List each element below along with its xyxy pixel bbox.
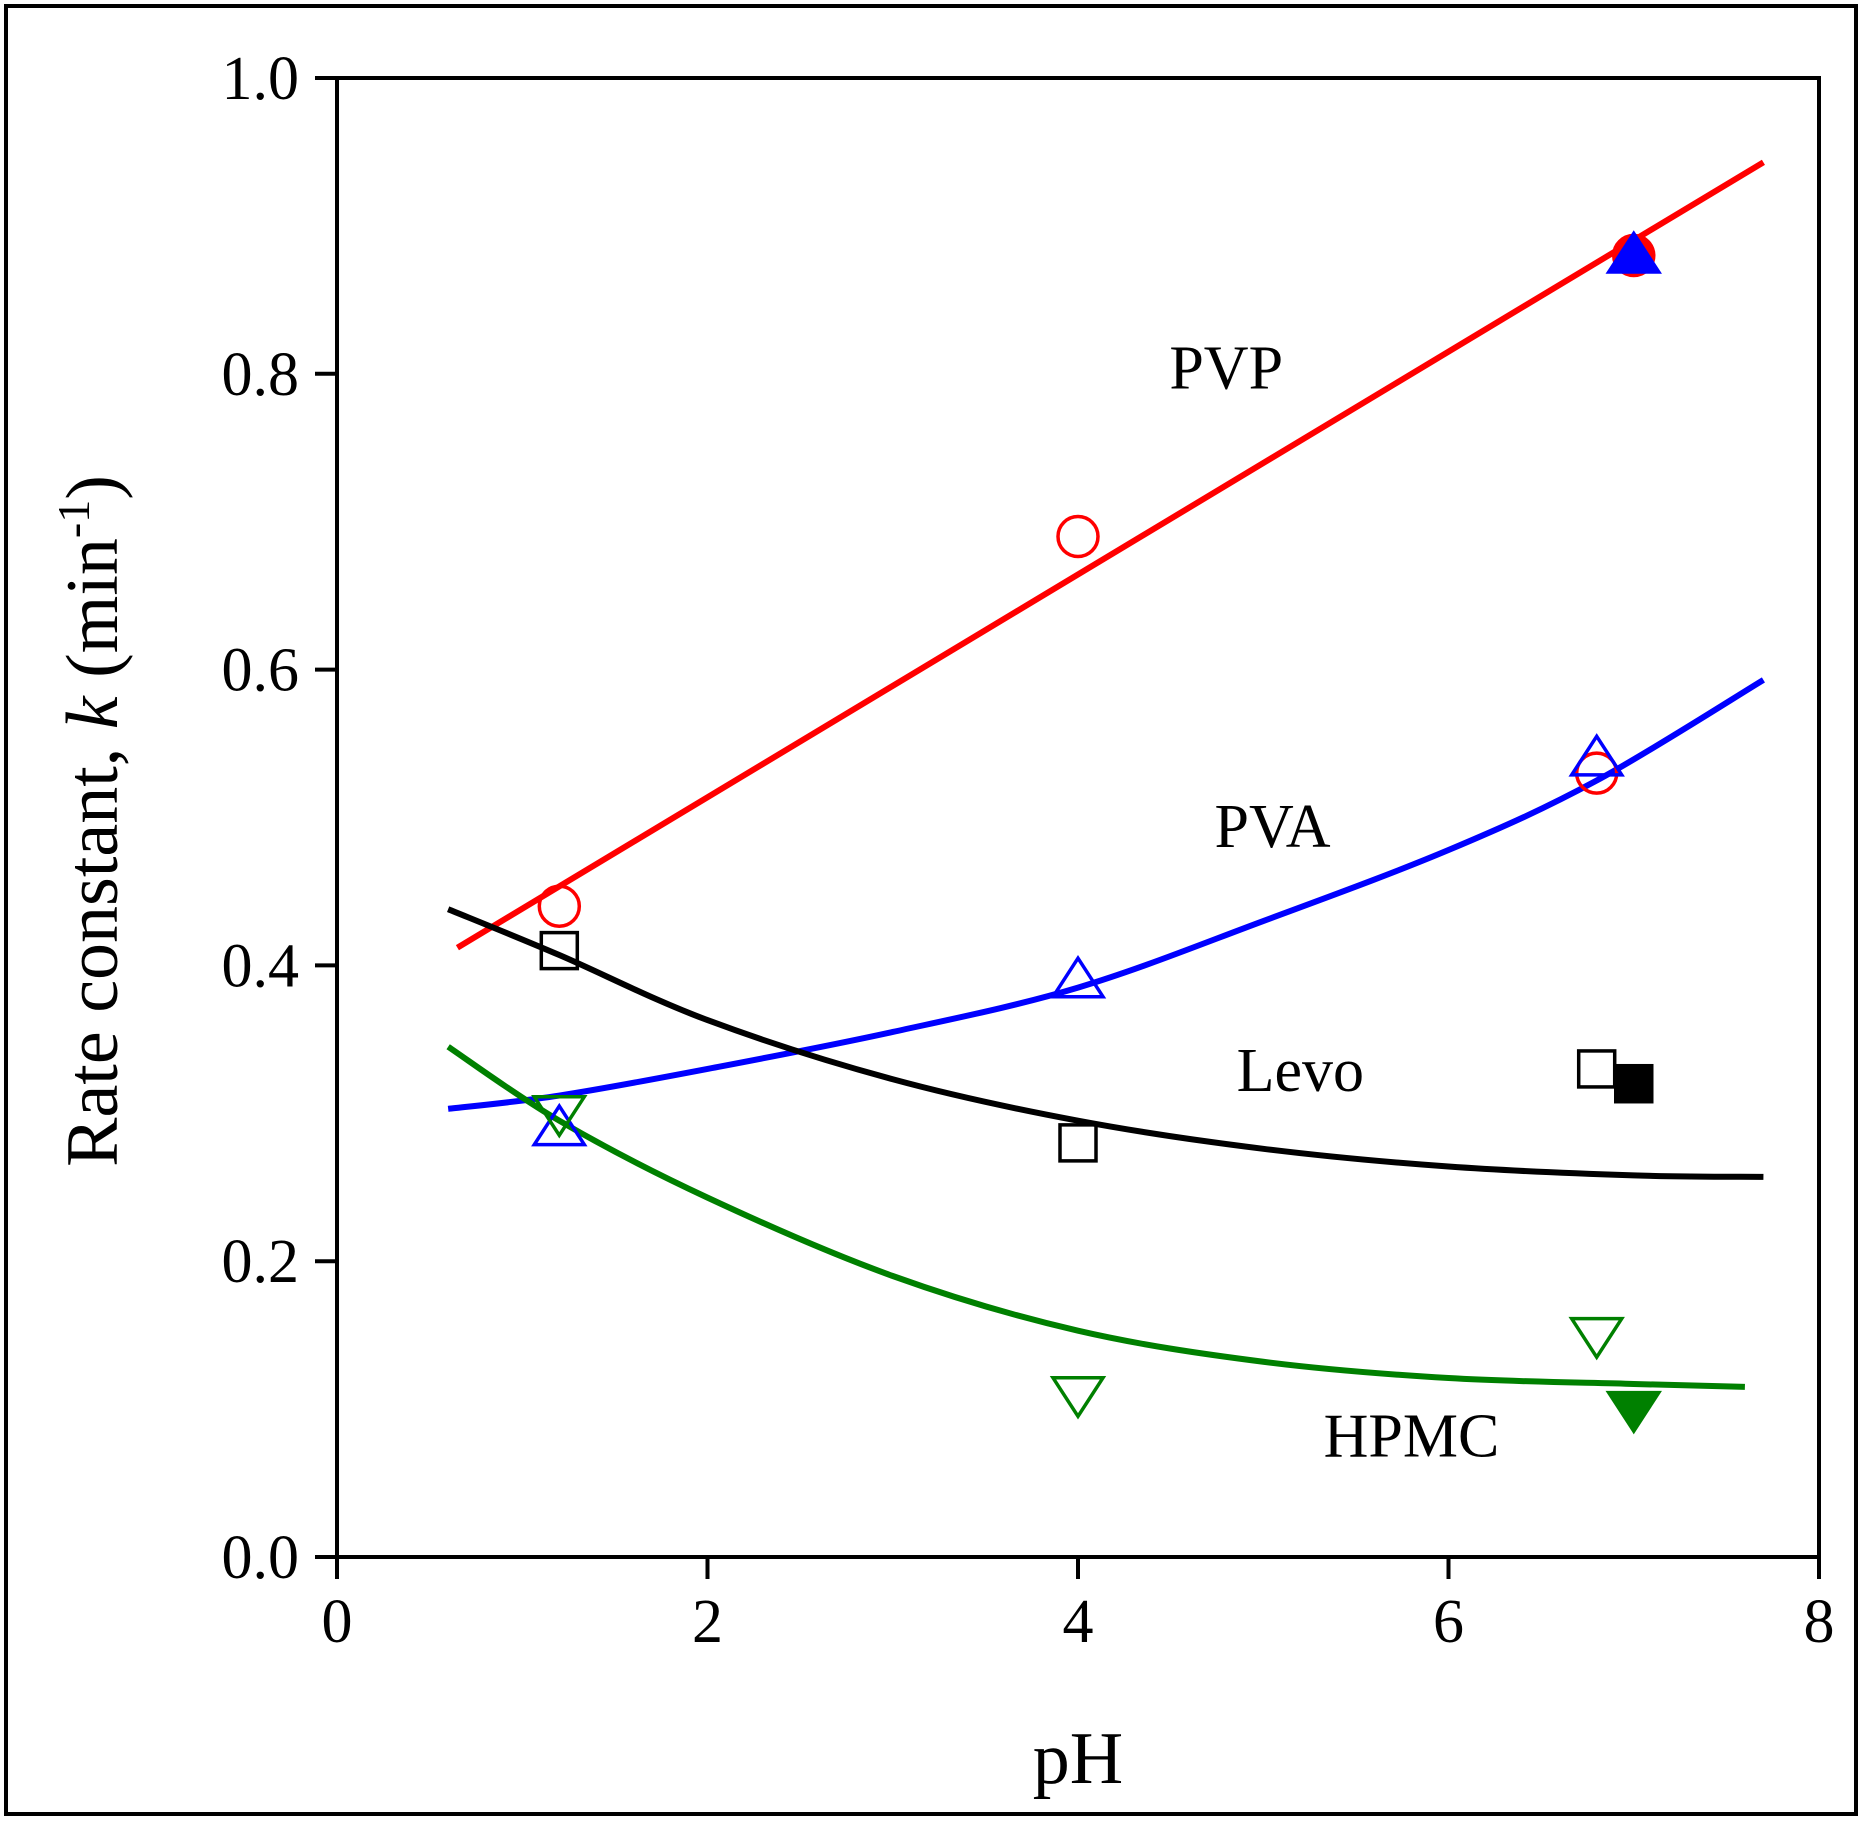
y-axis-title-unit: (min bbox=[52, 538, 134, 696]
y-axis-title: Rate constant, k (min-1) bbox=[48, 475, 134, 1167]
series-annotation-levo: Levo bbox=[1237, 1037, 1364, 1105]
plot-area-frame bbox=[335, 76, 1821, 1559]
fit-line-hpmc bbox=[446, 1044, 1745, 1390]
data-point-levo bbox=[539, 930, 580, 971]
data-point-filled-pva bbox=[1605, 230, 1662, 274]
data-point-hpmc bbox=[531, 1095, 588, 1139]
data-point-pva bbox=[1049, 954, 1107, 999]
y-axis-title-prefix: Rate constant, bbox=[52, 729, 134, 1167]
data-point-filled-levo bbox=[1614, 1063, 1654, 1104]
x-tick-label: 4 bbox=[1063, 1588, 1094, 1656]
data-point-pva bbox=[531, 1102, 588, 1147]
data-point-pvp bbox=[1056, 514, 1100, 559]
y-axis-title-close: ) bbox=[52, 475, 134, 500]
fit-line-pvp bbox=[455, 159, 1765, 951]
data-point-pvp bbox=[537, 884, 582, 928]
y-axis-title-sup: -1 bbox=[48, 500, 99, 538]
y-axis-title-k: k bbox=[52, 695, 134, 729]
y-tick-label: 0.0 bbox=[222, 1524, 300, 1592]
y-tick-label: 0.6 bbox=[222, 637, 300, 705]
x-axis-title: pH bbox=[1033, 1718, 1123, 1800]
y-tick-label: 1.0 bbox=[222, 45, 300, 113]
data-point-hpmc bbox=[1568, 1316, 1625, 1361]
y-tick-label: 0.8 bbox=[222, 341, 300, 409]
figure-frame bbox=[4, 4, 1858, 1816]
series-annotation-hpmc: HPMC bbox=[1324, 1402, 1500, 1470]
data-point-hpmc bbox=[1049, 1376, 1107, 1420]
data-point-levo bbox=[1576, 1049, 1617, 1089]
x-tick-label: 0 bbox=[322, 1588, 353, 1656]
fit-line-pva bbox=[447, 677, 1765, 1112]
data-point-filled-hpmc bbox=[1605, 1390, 1662, 1435]
y-tick-label: 0.2 bbox=[222, 1228, 300, 1296]
x-tick-label: 8 bbox=[1804, 1588, 1835, 1656]
series-annotation-pvp: PVP bbox=[1169, 335, 1283, 403]
data-point-pva bbox=[1568, 733, 1625, 777]
data-point-levo bbox=[1058, 1123, 1098, 1163]
x-tick-label: 6 bbox=[1433, 1588, 1464, 1656]
fit-line-levo bbox=[447, 906, 1764, 1180]
x-tick-label: 2 bbox=[692, 1588, 723, 1656]
series-annotation-pva: PVA bbox=[1214, 793, 1330, 861]
y-tick-label: 0.4 bbox=[222, 932, 300, 1000]
